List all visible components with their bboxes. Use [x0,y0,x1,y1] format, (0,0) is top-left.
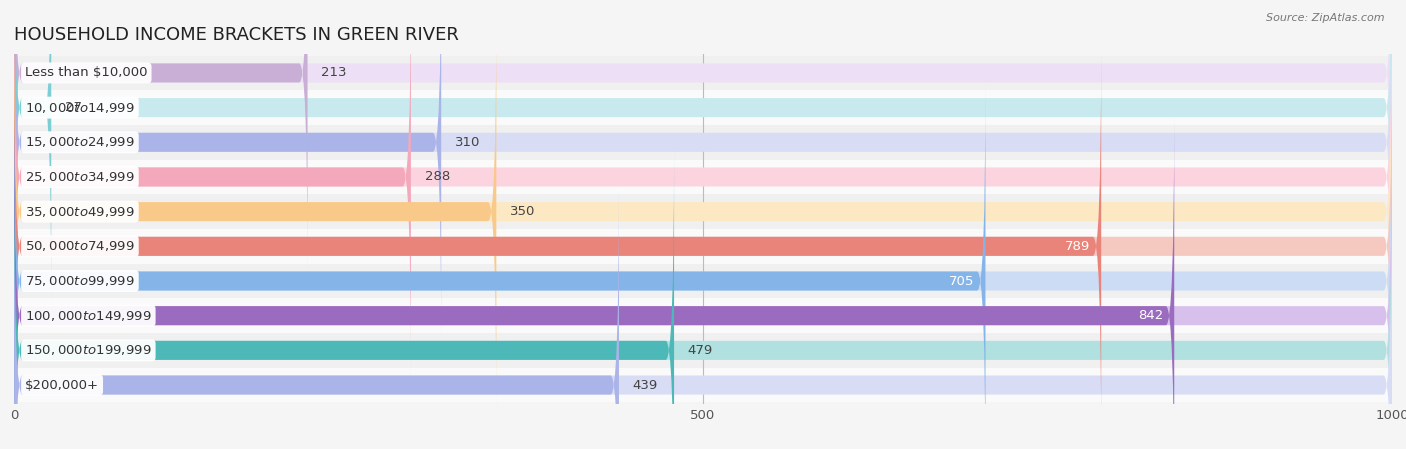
Text: 288: 288 [425,171,450,184]
Text: $150,000 to $199,999: $150,000 to $199,999 [25,343,152,357]
FancyBboxPatch shape [14,117,1392,449]
FancyBboxPatch shape [14,152,1392,449]
Text: $35,000 to $49,999: $35,000 to $49,999 [25,205,135,219]
FancyBboxPatch shape [14,48,1101,445]
FancyBboxPatch shape [14,13,1392,410]
Text: $10,000 to $14,999: $10,000 to $14,999 [25,101,135,114]
Text: HOUSEHOLD INCOME BRACKETS IN GREEN RIVER: HOUSEHOLD INCOME BRACKETS IN GREEN RIVER [14,26,458,44]
FancyBboxPatch shape [14,117,1174,449]
Text: $75,000 to $99,999: $75,000 to $99,999 [25,274,135,288]
FancyBboxPatch shape [0,264,1406,298]
FancyBboxPatch shape [14,48,1392,445]
Text: 213: 213 [322,66,347,79]
FancyBboxPatch shape [0,125,1406,160]
FancyBboxPatch shape [14,13,496,410]
FancyBboxPatch shape [14,186,1392,449]
Text: $25,000 to $34,999: $25,000 to $34,999 [25,170,135,184]
Text: Source: ZipAtlas.com: Source: ZipAtlas.com [1267,13,1385,23]
Text: 842: 842 [1137,309,1163,322]
Text: Less than $10,000: Less than $10,000 [25,66,148,79]
Text: $100,000 to $149,999: $100,000 to $149,999 [25,308,152,323]
Text: 479: 479 [688,344,713,357]
Text: $50,000 to $74,999: $50,000 to $74,999 [25,239,135,253]
Text: $200,000+: $200,000+ [25,379,98,392]
FancyBboxPatch shape [0,333,1406,368]
FancyBboxPatch shape [14,0,441,341]
FancyBboxPatch shape [0,368,1406,402]
FancyBboxPatch shape [0,160,1406,194]
FancyBboxPatch shape [14,0,51,306]
Text: $15,000 to $24,999: $15,000 to $24,999 [25,135,135,150]
FancyBboxPatch shape [14,83,986,449]
FancyBboxPatch shape [14,0,1392,306]
FancyBboxPatch shape [14,152,673,449]
FancyBboxPatch shape [0,90,1406,125]
Text: 27: 27 [65,101,82,114]
FancyBboxPatch shape [14,83,1392,449]
Text: 350: 350 [510,205,536,218]
FancyBboxPatch shape [14,186,619,449]
FancyBboxPatch shape [0,298,1406,333]
Text: 789: 789 [1064,240,1090,253]
FancyBboxPatch shape [14,0,1392,272]
FancyBboxPatch shape [14,0,308,272]
FancyBboxPatch shape [14,0,411,375]
Text: 439: 439 [633,379,658,392]
FancyBboxPatch shape [0,56,1406,90]
FancyBboxPatch shape [14,0,1392,341]
FancyBboxPatch shape [0,229,1406,264]
Text: 310: 310 [456,136,481,149]
FancyBboxPatch shape [0,194,1406,229]
Text: 705: 705 [949,274,974,287]
FancyBboxPatch shape [14,0,1392,375]
